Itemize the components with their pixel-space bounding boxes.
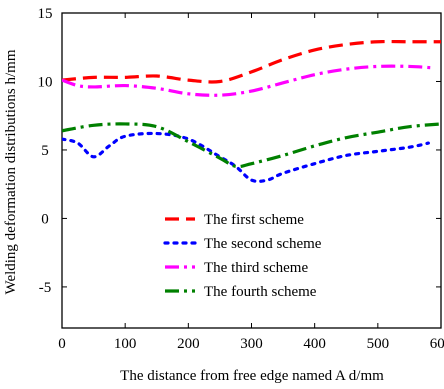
legend-label-1: The first scheme bbox=[204, 212, 304, 228]
y-tick-label: 15 bbox=[38, 6, 53, 22]
x-tick-label: 500 bbox=[367, 336, 390, 352]
series-line-1 bbox=[62, 39, 441, 84]
x-tick-label: 200 bbox=[177, 336, 200, 352]
legend-label-4: The fourth scheme bbox=[204, 284, 317, 300]
x-tick-label: 600 bbox=[430, 336, 444, 352]
series-line-3 bbox=[62, 64, 432, 97]
x-tick-label: 300 bbox=[240, 336, 263, 352]
y-tick-label: 0 bbox=[41, 211, 49, 227]
x-tick-label: 100 bbox=[114, 336, 137, 352]
y-tick-label: -5 bbox=[39, 280, 52, 296]
plot-area-frame bbox=[61, 12, 442, 329]
y-axis-title: Welding deformation distributions h/mm bbox=[3, 49, 19, 294]
x-axis-title: The distance from free edge named A d/mm bbox=[120, 368, 384, 384]
y-tick-label: 10 bbox=[38, 74, 53, 90]
x-tick-label: 0 bbox=[58, 336, 66, 352]
x-tick-label: 400 bbox=[303, 336, 326, 352]
y-tick-label: 5 bbox=[41, 143, 49, 159]
legend-label-3: The third scheme bbox=[204, 260, 308, 276]
legend-label-2: The second scheme bbox=[204, 236, 322, 252]
series-line-4 bbox=[62, 122, 441, 169]
series-line-2 bbox=[62, 131, 430, 183]
